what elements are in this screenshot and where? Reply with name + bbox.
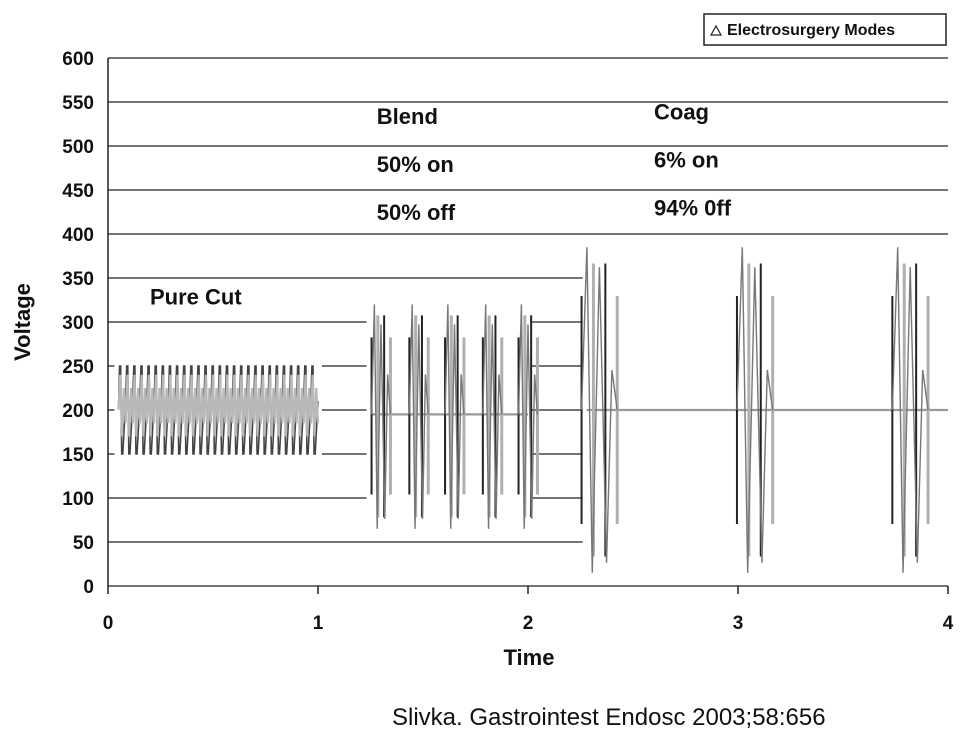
x-tick-label: 2 xyxy=(523,613,534,634)
y-tick-label: 300 xyxy=(62,313,94,334)
citation: Slivka. Gastrointest Endosc 2003;58:656 xyxy=(392,704,826,731)
y-tick-labels: 0 50 100 150 200 250 300 350 400 450 500 550 600 xyxy=(62,49,94,598)
y-tick-label: 0 xyxy=(83,577,94,598)
coag-burst xyxy=(891,247,930,573)
x-tick-label: 3 xyxy=(733,613,744,634)
burst-wave xyxy=(580,247,618,573)
annotation-text: Pure Cut xyxy=(150,284,242,309)
y-tick-label: 100 xyxy=(62,489,94,510)
burst-wave xyxy=(444,304,465,529)
pure-cut-wave-light xyxy=(117,374,320,437)
x-tick-label: 1 xyxy=(313,613,324,634)
y-tick-label: 500 xyxy=(62,137,94,158)
x-tick-labels: 0 1 2 3 4 xyxy=(103,586,954,634)
blend-burst xyxy=(444,304,466,529)
series-coag xyxy=(580,243,952,577)
annotation-text: Coag xyxy=(654,100,709,125)
annotation-text: 50% on xyxy=(377,152,454,177)
y-tick-label: 250 xyxy=(62,357,94,378)
burst-wave xyxy=(891,247,929,573)
burst-wave xyxy=(736,247,774,573)
y-tick-label: 150 xyxy=(62,445,94,466)
burst-wave xyxy=(482,304,503,529)
blend-burst xyxy=(408,304,430,529)
y-tick-label: 600 xyxy=(62,49,94,70)
burst-wave xyxy=(517,304,539,529)
annotations: Pure Cut Blend 50% on 50% off Coag 6% on 94% 0… xyxy=(150,100,732,310)
series-blend xyxy=(366,300,539,533)
legend-entry: Electrosurgery Modes xyxy=(727,22,895,39)
coag-burst xyxy=(580,247,619,573)
y-tick-label: 350 xyxy=(62,269,94,290)
x-axis-title: Time xyxy=(504,645,555,670)
blend-burst xyxy=(517,304,539,529)
blend-burst xyxy=(370,304,392,529)
y-tick-label: 400 xyxy=(62,225,94,246)
x-tick-label: 4 xyxy=(943,613,954,634)
burst-wave xyxy=(408,304,429,529)
y-tick-label: 550 xyxy=(62,93,94,114)
legend: Electrosurgery Modes xyxy=(703,13,947,46)
burst-wave xyxy=(370,304,392,529)
series-pure-cut xyxy=(114,362,322,458)
series-group xyxy=(114,243,952,577)
legend-box xyxy=(703,13,947,46)
annotation-text: 94% 0ff xyxy=(654,196,732,221)
x-tick-label: 0 xyxy=(103,613,114,634)
y-tick-label: 50 xyxy=(73,533,94,554)
y-axis-title: Voltage xyxy=(10,283,35,361)
legend-marker xyxy=(709,24,723,36)
annotation-text: 6% on xyxy=(654,148,719,173)
coag-burst xyxy=(735,247,775,573)
blend-burst xyxy=(481,304,504,529)
y-tick-label: 450 xyxy=(62,181,94,202)
y-tick-label: 200 xyxy=(62,401,94,422)
annotation-text: 50% off xyxy=(377,200,456,225)
annotation-text: Blend xyxy=(377,104,438,129)
